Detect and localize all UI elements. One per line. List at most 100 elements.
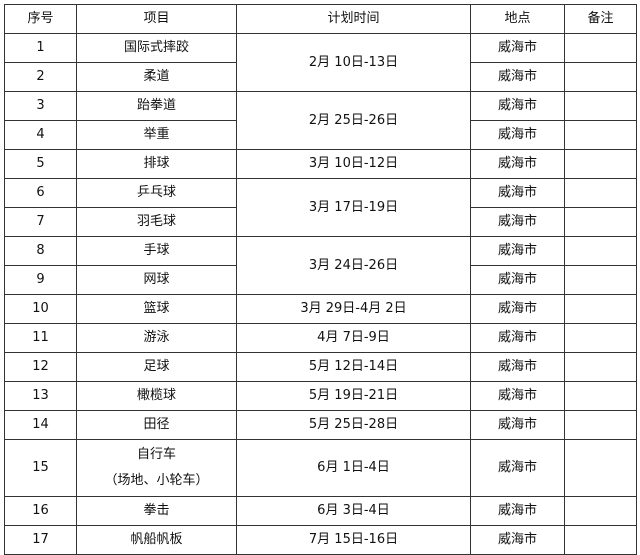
cell-remark: [564, 525, 637, 555]
cell-no: 3: [4, 91, 77, 121]
cell-no: 9: [4, 265, 77, 295]
cell-remark: [564, 323, 637, 353]
table-row: 5 排球 3月 10日-12日 威海市: [4, 149, 637, 179]
table-row: 6 乒乓球 3月 17日-19日 威海市: [4, 178, 637, 237]
cell-place: 威海市: [470, 410, 565, 440]
cell-time: 4月 7日-9日: [236, 323, 471, 353]
item-line-2: （场地、小轮车）: [104, 473, 209, 488]
cell-remark: [564, 33, 637, 63]
cell-remark: [564, 120, 637, 150]
cell-no: 8: [4, 236, 77, 266]
cell-place: 威海市: [470, 149, 565, 179]
table-row: 4 举重 威海市: [4, 120, 637, 150]
cell-place: 威海市: [470, 91, 565, 121]
cell-time: 7月 15日-16日: [236, 525, 471, 555]
cell-time: 3月 24日-26日: [236, 236, 471, 295]
cell-time: 5月 12日-14日: [236, 352, 471, 382]
cell-place: 威海市: [470, 294, 565, 324]
cell-remark: [564, 236, 637, 266]
cell-no: 12: [4, 352, 77, 382]
cell-time: 3月 29日-4月 2日: [236, 294, 471, 324]
cell-item: 柔道: [76, 62, 237, 92]
cell-remark: [564, 62, 637, 92]
cell-remark: [564, 410, 637, 440]
cell-time: 5月 25日-28日: [236, 410, 471, 440]
cell-place: 威海市: [470, 120, 565, 150]
cell-remark: [564, 381, 637, 411]
cell-no: 13: [4, 381, 77, 411]
header-no: 序号: [4, 4, 77, 34]
schedule-table: 序号 项目 计划时间 地点 备注 1 国际式摔跤 2月 10日-13日 威海市 2 柔道威…: [4, 4, 637, 555]
header-place: 地点: [470, 4, 565, 34]
cell-no: 11: [4, 323, 77, 353]
table-row: 3 跆拳道 2月 25日-26日 威海市: [4, 91, 637, 150]
cell-remark: [564, 352, 637, 382]
cell-remark: [564, 91, 637, 121]
cell-no: 14: [4, 410, 77, 440]
cell-time: 6月 3日-4日: [236, 496, 471, 526]
cell-remark: [564, 439, 637, 497]
cell-time: 3月 17日-19日: [236, 178, 471, 237]
cell-time: 5月 19日-21日: [236, 381, 471, 411]
table-row: 10 篮球 3月 29日-4月 2日 威海市: [4, 294, 637, 324]
cell-item: 举重: [76, 120, 237, 150]
cell-no: 17: [4, 525, 77, 555]
cell-remark: [564, 149, 637, 179]
table-row: 7 羽毛球 威海市: [4, 207, 637, 237]
cell-remark: [564, 265, 637, 295]
table-row: 13 橄榄球 5月 19日-21日 威海市: [4, 381, 637, 411]
cell-item: 手球: [76, 236, 237, 266]
header-remark: 备注: [564, 4, 637, 34]
cell-remark: [564, 178, 637, 208]
cell-no: 16: [4, 496, 77, 526]
cell-no: 10: [4, 294, 77, 324]
cell-item: 羽毛球: [76, 207, 237, 237]
cell-remark: [564, 294, 637, 324]
cell-place: 威海市: [470, 62, 565, 92]
cell-item: 游泳: [76, 323, 237, 353]
cell-place: 威海市: [470, 178, 565, 208]
cell-place: 威海市: [470, 381, 565, 411]
cell-place: 威海市: [470, 439, 565, 497]
cell-item: 篮球: [76, 294, 237, 324]
cell-item: 排球: [76, 149, 237, 179]
cell-no: 4: [4, 120, 77, 150]
cell-place: 威海市: [470, 525, 565, 555]
table-row: 12 足球 5月 12日-14日 威海市: [4, 352, 637, 382]
cell-no: 7: [4, 207, 77, 237]
cell-item: 自行车 （场地、小轮车）: [76, 439, 237, 497]
cell-remark: [564, 207, 637, 237]
table-row: 8 手球 3月 24日-26日 威海市: [4, 236, 637, 295]
cell-place: 威海市: [470, 33, 565, 63]
table-row: 17 帆船帆板 7月 15日-16日 威海市: [4, 525, 637, 555]
table-row: 16 拳击 6月 3日-4日 威海市: [4, 496, 637, 526]
cell-time: 2月 25日-26日: [236, 91, 471, 150]
cell-place: 威海市: [470, 236, 565, 266]
header-item: 项目: [76, 4, 237, 34]
cell-no: 1: [4, 33, 77, 63]
cell-item: 足球: [76, 352, 237, 382]
cell-item: 拳击: [76, 496, 237, 526]
cell-no: 5: [4, 149, 77, 179]
table-row: 15 自行车 （场地、小轮车） 6月 1日-4日 威海市: [4, 439, 637, 497]
cell-item: 网球: [76, 265, 237, 295]
cell-item: 帆船帆板: [76, 525, 237, 555]
cell-time: 2月 10日-13日: [236, 33, 471, 92]
cell-time: 6月 1日-4日: [236, 439, 471, 497]
cell-place: 威海市: [470, 265, 565, 295]
cell-item: 田径: [76, 410, 237, 440]
cell-item: 国际式摔跤: [76, 33, 237, 63]
cell-item: 跆拳道: [76, 91, 237, 121]
cell-item: 乒乓球: [76, 178, 237, 208]
cell-item: 橄榄球: [76, 381, 237, 411]
cell-no: 2: [4, 62, 77, 92]
cell-remark: [564, 496, 637, 526]
table-row: 11 游泳 4月 7日-9日 威海市: [4, 323, 637, 353]
cell-place: 威海市: [470, 352, 565, 382]
table-row: 14 田径 5月 25日-28日 威海市: [4, 410, 637, 440]
header-time: 计划时间: [236, 4, 471, 34]
cell-no: 6: [4, 178, 77, 208]
cell-place: 威海市: [470, 323, 565, 353]
table-row: 1 国际式摔跤 2月 10日-13日 威海市: [4, 33, 637, 92]
item-line: 自行车: [136, 447, 176, 462]
